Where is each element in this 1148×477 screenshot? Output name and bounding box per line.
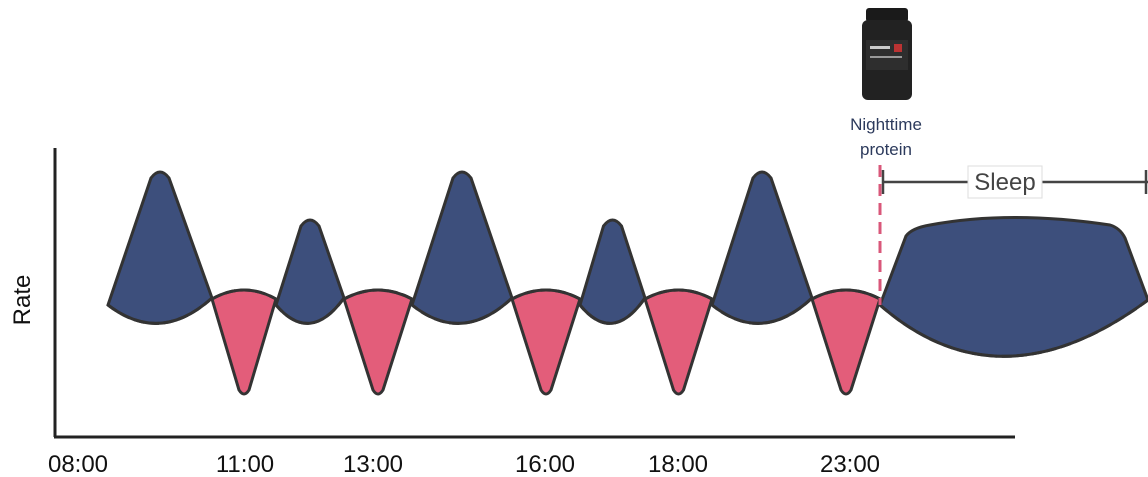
x-label: 08:00 (48, 451, 108, 477)
x-label: 23:00 (820, 451, 880, 477)
x-label: 13:00 (343, 451, 403, 477)
dip-shape (512, 290, 580, 394)
x-label: 16:00 (515, 451, 575, 477)
peak-shape (712, 172, 812, 323)
annotation: Nighttime protein (836, 112, 936, 162)
sleep-label: Sleep (974, 169, 1035, 196)
y-axis-label: Rate (9, 275, 36, 326)
protein-jar (862, 8, 912, 100)
dip-shape (212, 290, 276, 394)
rate-shapes (108, 172, 880, 394)
dip-shape (645, 290, 712, 394)
chart-canvas: Rate 08:00 11:00 13:00 16:00 18:00 23:00 Slee… (0, 0, 1148, 477)
peak-shape (276, 220, 344, 323)
dip-shape (344, 290, 412, 394)
diagram: Rate 08:00 11:00 13:00 16:00 18:00 23:00 Slee… (0, 0, 1148, 477)
peak-shape (412, 172, 512, 323)
x-labels: 08:00 11:00 13:00 16:00 18:00 23:00 (48, 451, 880, 477)
x-label: 11:00 (216, 451, 274, 477)
peak-shape (580, 220, 645, 323)
x-label: 18:00 (648, 451, 708, 477)
sleep-shape (880, 218, 1148, 357)
peak-shape (108, 172, 212, 323)
dip-shape (812, 290, 880, 394)
